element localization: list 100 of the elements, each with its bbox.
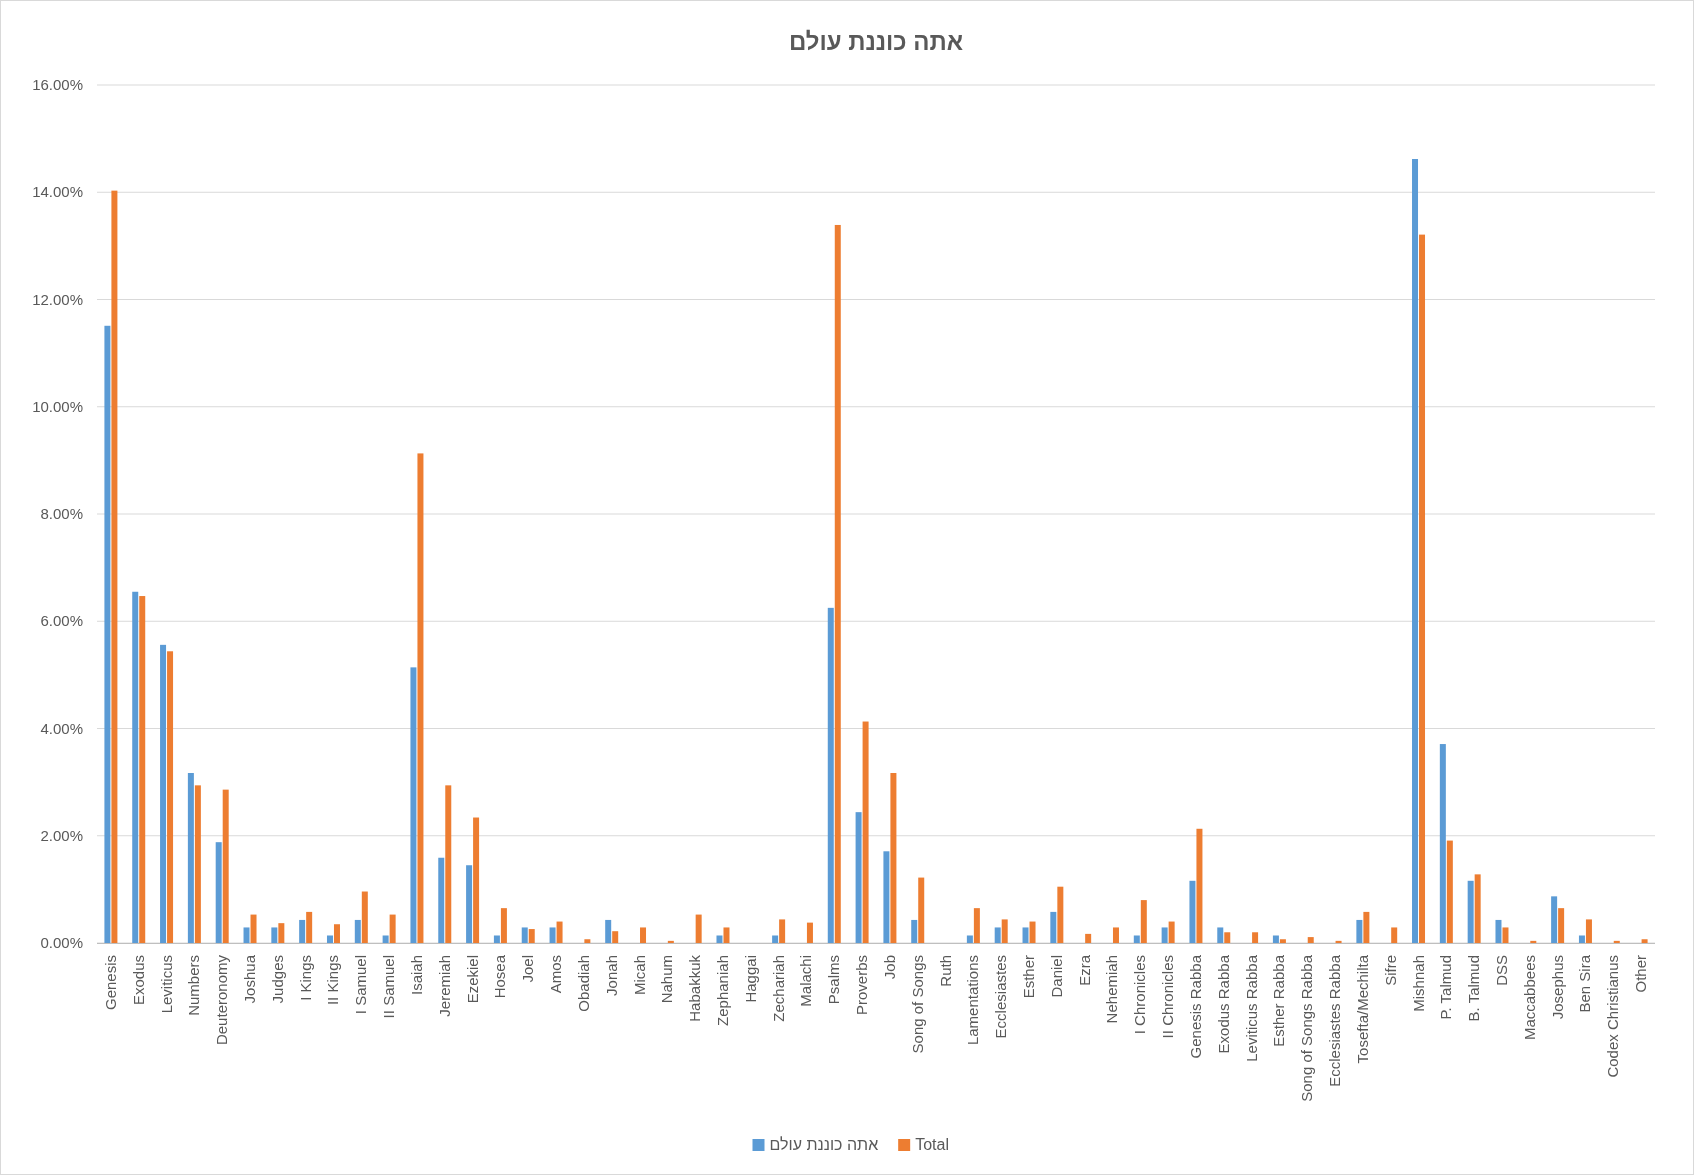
bar bbox=[250, 914, 257, 943]
bar bbox=[806, 922, 813, 943]
x-tick-label: Song of Songs bbox=[908, 955, 926, 1054]
x-tick-label: Ezra bbox=[1075, 954, 1093, 986]
bar bbox=[855, 812, 862, 943]
x-tick-label: I Chronicles bbox=[1131, 955, 1149, 1035]
x-tick-label: Judges bbox=[268, 955, 286, 1004]
bar bbox=[493, 935, 500, 943]
bar bbox=[890, 773, 897, 943]
bar bbox=[640, 927, 647, 943]
x-tick-label: Malachi bbox=[797, 955, 815, 1007]
bar bbox=[723, 927, 730, 943]
bar bbox=[1356, 919, 1363, 943]
x-tick-label: I Samuel bbox=[352, 955, 370, 1015]
x-tick-label: Codex Christianus bbox=[1604, 955, 1622, 1078]
x-tick-label: Deuteronomy bbox=[213, 954, 231, 1046]
bar bbox=[1029, 921, 1036, 943]
bar bbox=[1001, 919, 1008, 943]
bar bbox=[333, 924, 340, 943]
bar bbox=[361, 891, 368, 943]
bar bbox=[500, 908, 507, 943]
bar bbox=[160, 644, 167, 943]
x-tick-label: Ezekiel bbox=[463, 955, 481, 1004]
x-tick-label: II Samuel bbox=[380, 955, 398, 1019]
bar bbox=[584, 939, 591, 943]
x-tick-label: II Chronicles bbox=[1159, 955, 1177, 1039]
x-tick-label: Leviticus bbox=[157, 955, 175, 1014]
x-tick-label: Job bbox=[880, 955, 898, 980]
x-tick-label: Song of Songs Rabba bbox=[1298, 954, 1316, 1102]
bar bbox=[521, 927, 528, 943]
x-tick-label: Mishnah bbox=[1409, 955, 1427, 1012]
x-tick-label: Nahum bbox=[658, 955, 676, 1004]
y-tick-label: 12.00% bbox=[32, 290, 83, 308]
bar bbox=[1467, 880, 1474, 943]
x-tick-label: Habakkuk bbox=[686, 954, 704, 1022]
bar bbox=[1112, 927, 1119, 943]
bar bbox=[382, 935, 389, 943]
bar bbox=[973, 908, 980, 943]
bar bbox=[1363, 911, 1370, 943]
bar bbox=[1335, 940, 1342, 943]
x-tick-label: Jeremiah bbox=[435, 955, 453, 1017]
x-tick-label: Esther bbox=[1020, 955, 1038, 999]
bar bbox=[215, 842, 222, 943]
bar bbox=[1189, 880, 1196, 943]
bar bbox=[1412, 159, 1419, 943]
bar bbox=[883, 851, 890, 943]
x-tick-label: Daniel bbox=[1047, 955, 1065, 998]
x-tick-label: Proverbs bbox=[853, 955, 871, 1016]
x-tick-label: Obadiah bbox=[574, 955, 592, 1012]
y-tick-label: 0.00% bbox=[40, 934, 83, 951]
bar bbox=[667, 940, 674, 943]
x-tick-label: Other bbox=[1632, 955, 1650, 993]
bar bbox=[1057, 886, 1064, 943]
x-tick-label: Amos bbox=[547, 955, 565, 994]
x-tick-label: Isaiah bbox=[407, 955, 425, 996]
bar bbox=[779, 919, 786, 943]
bar bbox=[834, 224, 841, 943]
legend-label: אתה כוננת עולם bbox=[769, 1136, 879, 1153]
bar bbox=[1502, 927, 1509, 943]
bar bbox=[549, 927, 556, 943]
bar bbox=[716, 935, 723, 943]
x-tick-label: Esther Rabba bbox=[1270, 954, 1288, 1047]
x-tick-label: P. Talmud bbox=[1437, 955, 1455, 1020]
x-tick-label: Ecclesiastes Rabba bbox=[1326, 954, 1344, 1087]
bar bbox=[772, 935, 779, 943]
x-tick-label: Micah bbox=[630, 955, 648, 996]
x-tick-label: DSS bbox=[1492, 955, 1510, 986]
y-tick-label: 10.00% bbox=[32, 397, 83, 415]
bar bbox=[911, 919, 918, 943]
y-tick-label: 14.00% bbox=[32, 183, 83, 201]
bar bbox=[278, 923, 285, 943]
x-tick-label: Leviticus Rabba bbox=[1242, 954, 1260, 1062]
x-tick-label: Jonah bbox=[602, 955, 620, 996]
bar bbox=[1161, 927, 1168, 943]
bar bbox=[1085, 933, 1092, 943]
y-tick-label: 2.00% bbox=[40, 826, 83, 844]
bar bbox=[271, 927, 278, 943]
bar bbox=[1168, 921, 1175, 943]
x-tick-label: Exodus bbox=[129, 955, 147, 1006]
bar bbox=[1446, 840, 1453, 943]
bar bbox=[111, 190, 118, 943]
bar bbox=[1585, 919, 1592, 943]
x-tick-label: Hosea bbox=[491, 954, 509, 999]
bar bbox=[1050, 911, 1057, 943]
bar bbox=[1022, 927, 1029, 943]
bar bbox=[605, 919, 612, 943]
bar bbox=[104, 325, 111, 943]
bar bbox=[417, 453, 424, 943]
bar bbox=[1224, 932, 1231, 943]
bar bbox=[354, 919, 361, 943]
bar bbox=[306, 911, 313, 943]
x-tick-label: Numbers bbox=[185, 955, 203, 1016]
bar bbox=[299, 919, 306, 943]
x-tick-label: Tosefta/Mechilta bbox=[1353, 954, 1371, 1064]
x-tick-label: Zechariah bbox=[769, 955, 787, 1022]
bar bbox=[1252, 932, 1259, 943]
legend-label: Total bbox=[915, 1136, 949, 1153]
bar bbox=[1272, 935, 1279, 943]
x-tick-label: Nehemiah bbox=[1103, 955, 1121, 1024]
bar bbox=[1558, 908, 1565, 943]
